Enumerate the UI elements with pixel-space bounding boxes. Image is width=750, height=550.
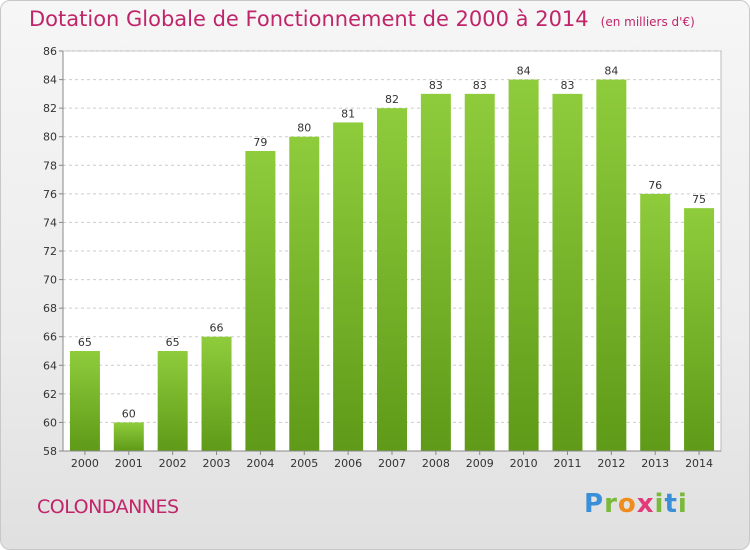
bar (113, 422, 144, 451)
x-tick-label: 2001 (115, 457, 143, 470)
y-tick-label: 74 (43, 216, 57, 229)
y-tick-label: 60 (43, 416, 57, 429)
bar (377, 108, 407, 452)
x-tick-label: 2005 (290, 457, 318, 470)
bar (69, 351, 100, 451)
bar (333, 122, 364, 451)
x-tick-label: 2012 (597, 457, 625, 470)
y-tick-label: 76 (43, 188, 57, 201)
data-label: 76 (648, 179, 662, 192)
data-label: 82 (385, 93, 399, 106)
x-tick-label: 2014 (685, 457, 713, 470)
y-tick-label: 72 (43, 245, 57, 258)
x-tick-label: 2007 (378, 457, 406, 470)
y-tick-label: 86 (43, 45, 57, 58)
bar (552, 93, 583, 451)
y-tick-label: 84 (43, 74, 57, 87)
y-tick-label: 68 (43, 302, 57, 315)
data-label: 81 (341, 107, 355, 120)
bar (640, 193, 671, 451)
proxiti-logo[interactable]: Proxiti (584, 489, 688, 519)
y-tick-label: 78 (43, 159, 57, 172)
data-label: 66 (210, 322, 224, 335)
bar (464, 93, 495, 451)
bar (201, 336, 232, 451)
x-tick-label: 2000 (71, 457, 99, 470)
y-tick-label: 70 (43, 274, 57, 287)
bar (289, 136, 320, 451)
x-tick-label: 2013 (641, 457, 669, 470)
y-tick-label: 80 (43, 131, 57, 144)
y-tick-label: 58 (43, 445, 57, 458)
x-tick-label: 2006 (334, 457, 362, 470)
x-tick-label: 2009 (466, 457, 494, 470)
data-label: 83 (429, 79, 443, 92)
data-label: 65 (78, 336, 92, 349)
y-tick-label: 64 (43, 359, 57, 372)
city-name: COLONDANNES (37, 496, 179, 518)
bar (684, 208, 715, 451)
y-tick-label: 66 (43, 331, 57, 344)
x-tick-label: 2002 (159, 457, 187, 470)
chart-title: Dotation Globale de Fonctionnement de 20… (29, 7, 695, 31)
x-tick-label: 2010 (510, 457, 538, 470)
x-tick-label: 2008 (422, 457, 450, 470)
y-tick-label: 82 (43, 102, 57, 115)
data-label: 83 (473, 79, 487, 92)
data-label: 84 (517, 65, 531, 78)
chart-subtitle: (en milliers d'€) (600, 15, 695, 29)
data-label: 84 (604, 65, 618, 78)
data-label: 75 (692, 193, 706, 206)
data-label: 60 (122, 407, 136, 420)
bar (245, 151, 276, 451)
bar (420, 93, 451, 451)
data-label: 79 (253, 136, 267, 149)
chart-title-text: Dotation Globale de Fonctionnement de 20… (29, 7, 589, 31)
bar (596, 79, 627, 452)
y-tick-label: 62 (43, 388, 57, 401)
bar (157, 351, 188, 451)
x-tick-label: 2004 (246, 457, 274, 470)
data-label: 80 (297, 122, 311, 135)
bar (508, 79, 539, 452)
data-label: 65 (166, 336, 180, 349)
data-label: 83 (560, 79, 574, 92)
x-tick-label: 2003 (203, 457, 231, 470)
x-tick-label: 2011 (553, 457, 581, 470)
